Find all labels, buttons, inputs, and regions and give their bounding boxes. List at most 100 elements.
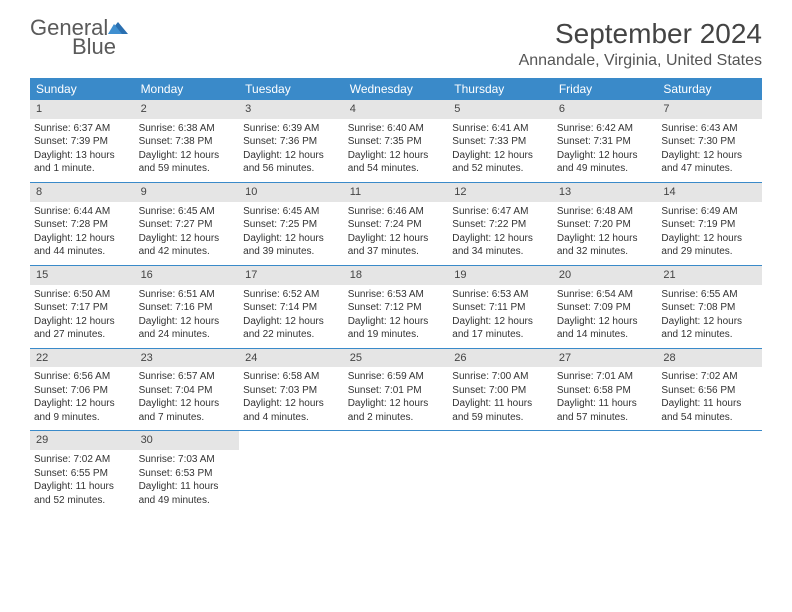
day-cell: 6Sunrise: 6:42 AMSunset: 7:31 PMDaylight… bbox=[553, 100, 658, 182]
day-number: 28 bbox=[657, 349, 762, 368]
day-cell: 29Sunrise: 7:02 AMSunset: 6:55 PMDayligh… bbox=[30, 431, 135, 513]
sunset-line: Sunset: 7:00 PM bbox=[452, 384, 549, 398]
day-number: 21 bbox=[657, 266, 762, 285]
sunrise-line: Sunrise: 6:46 AM bbox=[348, 205, 445, 219]
sunrise-line: Sunrise: 6:56 AM bbox=[34, 370, 131, 384]
daylight-line: Daylight: 12 hours and 14 minutes. bbox=[557, 315, 654, 342]
day-cell: 26 Sunrise: 7:00 AMSunset: 7:00 PMDayligh… bbox=[448, 349, 553, 431]
day-cell: 10Sunrise: 6:45 AMSunset: 7:25 PMDayligh… bbox=[239, 183, 344, 265]
day-cell: 19 Sunrise: 6:53 AMSunset: 7:11 PMDayligh… bbox=[448, 266, 553, 348]
sunrise-line: Sunrise: 7:00 AM bbox=[452, 370, 549, 384]
week-row: 22Sunrise: 6:56 AMSunset: 7:06 PMDayligh… bbox=[30, 349, 762, 432]
daylight-line: Daylight: 11 hours and 59 minutes. bbox=[452, 397, 549, 424]
day-cell: 2Sunrise: 6:38 AMSunset: 7:38 PMDaylight… bbox=[135, 100, 240, 182]
day-number: 6 bbox=[553, 100, 658, 119]
sunrise-line: Sunrise: 6:47 AM bbox=[452, 205, 549, 219]
sunrise-line: Sunrise: 6:44 AM bbox=[34, 205, 131, 219]
day-number: 22 bbox=[30, 349, 135, 368]
sunrise-line: Sunrise: 6:53 AM bbox=[452, 288, 549, 302]
day-cell: 4Sunrise: 6:40 AMSunset: 7:35 PMDaylight… bbox=[344, 100, 449, 182]
sunset-line: Sunset: 7:22 PM bbox=[452, 218, 549, 232]
empty-cell bbox=[239, 431, 344, 513]
sunset-line: Sunset: 7:35 PM bbox=[348, 135, 445, 149]
day-number: 26 bbox=[448, 349, 553, 368]
weekday-row: Sunday Monday Tuesday Wednesday Thursday… bbox=[30, 78, 762, 100]
day-number: 23 bbox=[135, 349, 240, 368]
daylight-line: Daylight: 12 hours and 47 minutes. bbox=[661, 149, 758, 176]
day-number: 24 bbox=[239, 349, 344, 368]
day-cell: 17Sunrise: 6:52 AMSunset: 7:14 PMDayligh… bbox=[239, 266, 344, 348]
day-cell: 27Sunrise: 7:01 AMSunset: 6:58 PMDayligh… bbox=[553, 349, 658, 431]
day-cell: 25Sunrise: 6:59 AMSunset: 7:01 PMDayligh… bbox=[344, 349, 449, 431]
day-cell: 3Sunrise: 6:39 AMSunset: 7:36 PMDaylight… bbox=[239, 100, 344, 182]
sunset-line: Sunset: 7:08 PM bbox=[661, 301, 758, 315]
sunrise-line: Sunrise: 6:40 AM bbox=[348, 122, 445, 136]
daylight-line: Daylight: 12 hours and 2 minutes. bbox=[348, 397, 445, 424]
day-cell: 23Sunrise: 6:57 AMSunset: 7:04 PMDayligh… bbox=[135, 349, 240, 431]
day-number: 10 bbox=[239, 183, 344, 202]
sunrise-line: Sunrise: 7:02 AM bbox=[34, 453, 131, 467]
sunrise-line: Sunrise: 7:03 AM bbox=[139, 453, 236, 467]
day-number: 19 bbox=[448, 266, 553, 285]
day-cell: 1Sunrise: 6:37 AMSunset: 7:39 PMDaylight… bbox=[30, 100, 135, 182]
calendar: Sunday Monday Tuesday Wednesday Thursday… bbox=[30, 78, 762, 513]
daylight-line: Daylight: 11 hours and 52 minutes. bbox=[34, 480, 131, 507]
week-row: 15Sunrise: 6:50 AMSunset: 7:17 PMDayligh… bbox=[30, 266, 762, 349]
daylight-line: Daylight: 12 hours and 27 minutes. bbox=[34, 315, 131, 342]
day-number: 12 bbox=[448, 183, 553, 202]
empty-cell bbox=[657, 431, 762, 513]
day-cell: 15Sunrise: 6:50 AMSunset: 7:17 PMDayligh… bbox=[30, 266, 135, 348]
sunrise-line: Sunrise: 6:45 AM bbox=[243, 205, 340, 219]
day-cell: 5Sunrise: 6:41 AMSunset: 7:33 PMDaylight… bbox=[448, 100, 553, 182]
sunset-line: Sunset: 7:14 PM bbox=[243, 301, 340, 315]
daylight-line: Daylight: 12 hours and 19 minutes. bbox=[348, 315, 445, 342]
sunset-line: Sunset: 7:38 PM bbox=[139, 135, 236, 149]
week-row: 8Sunrise: 6:44 AMSunset: 7:28 PMDaylight… bbox=[30, 183, 762, 266]
sunrise-line: Sunrise: 6:55 AM bbox=[661, 288, 758, 302]
sunset-line: Sunset: 7:24 PM bbox=[348, 218, 445, 232]
day-number: 16 bbox=[135, 266, 240, 285]
day-cell: 18Sunrise: 6:53 AMSunset: 7:12 PMDayligh… bbox=[344, 266, 449, 348]
daylight-line: Daylight: 12 hours and 37 minutes. bbox=[348, 232, 445, 259]
day-number: 30 bbox=[135, 431, 240, 450]
sunset-line: Sunset: 7:17 PM bbox=[34, 301, 131, 315]
daylight-line: Daylight: 12 hours and 52 minutes. bbox=[452, 149, 549, 176]
sunset-line: Sunset: 7:12 PM bbox=[348, 301, 445, 315]
sunset-line: Sunset: 7:01 PM bbox=[348, 384, 445, 398]
sunset-line: Sunset: 7:36 PM bbox=[243, 135, 340, 149]
day-number: 3 bbox=[239, 100, 344, 119]
sunset-line: Sunset: 7:11 PM bbox=[452, 301, 549, 315]
day-number: 7 bbox=[657, 100, 762, 119]
daylight-line: Daylight: 12 hours and 17 minutes. bbox=[452, 315, 549, 342]
day-cell: 9Sunrise: 6:45 AMSunset: 7:27 PMDaylight… bbox=[135, 183, 240, 265]
daylight-line: Daylight: 12 hours and 29 minutes. bbox=[661, 232, 758, 259]
sunrise-line: Sunrise: 6:37 AM bbox=[34, 122, 131, 136]
day-number: 9 bbox=[135, 183, 240, 202]
day-number: 1 bbox=[30, 100, 135, 119]
empty-cell bbox=[344, 431, 449, 513]
day-cell: 24Sunrise: 6:58 AMSunset: 7:03 PMDayligh… bbox=[239, 349, 344, 431]
daylight-line: Daylight: 12 hours and 32 minutes. bbox=[557, 232, 654, 259]
daylight-line: Daylight: 12 hours and 42 minutes. bbox=[139, 232, 236, 259]
sunset-line: Sunset: 6:56 PM bbox=[661, 384, 758, 398]
sunset-line: Sunset: 6:58 PM bbox=[557, 384, 654, 398]
weekday-sat: Saturday bbox=[657, 78, 762, 100]
daylight-line: Daylight: 12 hours and 44 minutes. bbox=[34, 232, 131, 259]
sunrise-line: Sunrise: 6:54 AM bbox=[557, 288, 654, 302]
sunrise-line: Sunrise: 6:57 AM bbox=[139, 370, 236, 384]
weekday-wed: Wednesday bbox=[344, 78, 449, 100]
daylight-line: Daylight: 12 hours and 54 minutes. bbox=[348, 149, 445, 176]
daylight-line: Daylight: 12 hours and 7 minutes. bbox=[139, 397, 236, 424]
daylight-line: Daylight: 11 hours and 57 minutes. bbox=[557, 397, 654, 424]
weekday-thu: Thursday bbox=[448, 78, 553, 100]
day-cell: 12Sunrise: 6:47 AMSunset: 7:22 PMDayligh… bbox=[448, 183, 553, 265]
empty-cell bbox=[448, 431, 553, 513]
daylight-line: Daylight: 12 hours and 4 minutes. bbox=[243, 397, 340, 424]
day-number: 5 bbox=[448, 100, 553, 119]
sunset-line: Sunset: 7:19 PM bbox=[661, 218, 758, 232]
sunrise-line: Sunrise: 7:02 AM bbox=[661, 370, 758, 384]
sunset-line: Sunset: 7:28 PM bbox=[34, 218, 131, 232]
day-cell: 8Sunrise: 6:44 AMSunset: 7:28 PMDaylight… bbox=[30, 183, 135, 265]
sunset-line: Sunset: 6:53 PM bbox=[139, 467, 236, 481]
day-number: 20 bbox=[553, 266, 658, 285]
